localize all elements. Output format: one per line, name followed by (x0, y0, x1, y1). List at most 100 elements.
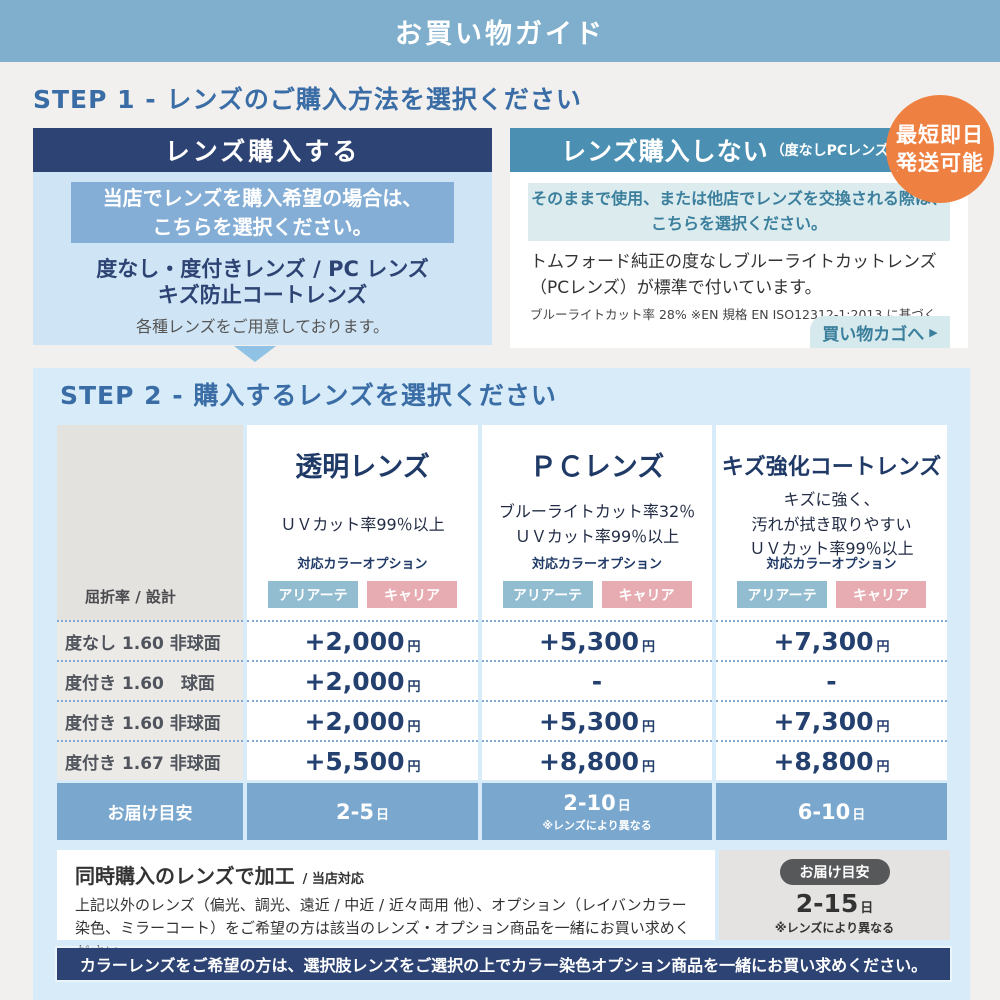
price-unit: 円 (407, 759, 421, 775)
row-label: 度付き 1.67 非球面 (57, 740, 243, 780)
delivery-cell: 2-5 日 (247, 783, 478, 840)
chevron-right-icon: ▶ (929, 325, 938, 339)
price-unit: 円 (642, 639, 656, 655)
color-lens-notice-bar: カラーレンズをご希望の方は、選択肢レンズをご選択の上でカラー染色オプション商品を… (57, 948, 950, 980)
buy-lens-types-line1: 度なし・度付きレンズ / PC レンズ (96, 257, 429, 281)
color-lens-notice: カラーレンズをご希望の方は、選択肢レンズをご選択の上でカラー染色オプション商品を… (79, 956, 928, 975)
arrow-down-icon (234, 346, 276, 362)
skip-lens-callout-line2: こちらを選択ください。 (650, 214, 827, 233)
price-unit: 円 (876, 719, 890, 735)
skip-lens-header-main: レンズ購入しない (561, 137, 769, 166)
skip-lens-option-body: そのままで使用、または他店でレンズを交換される際は、 こちらを選択ください。 ト… (510, 172, 968, 348)
price-cell: +2,000 円 (247, 660, 478, 700)
price-cell: +8,800 円 (716, 740, 947, 780)
price-value: +8,800 (538, 746, 639, 776)
column-subtitle: キズに強く、 (783, 489, 880, 509)
footer-delivery-box: お届け目安 2-15 日 ※レンズにより異なる (719, 850, 950, 940)
delivery-unit: 日 (617, 798, 631, 814)
price-unit: 円 (876, 639, 890, 655)
price-value: +5,500 (304, 746, 405, 776)
price-cell: +8,800 円 (482, 740, 712, 780)
buy-lens-types: 度なし・度付きレンズ / PC レンズ キズ防止コートレンズ (33, 256, 492, 309)
delivery-note: ※レンズにより異なる (542, 818, 652, 832)
price-cell: +7,300 円 (716, 700, 947, 740)
badge-line1: 最短即日 (896, 122, 984, 147)
simultaneous-purchase-info-box: 同時購入のレンズで加工 / 当店対応 上記以外のレンズ（偏光、調光、遠近 / 中… (57, 850, 715, 961)
price-cell: +5,500 円 (247, 740, 478, 780)
chip-ariaate: アリアーテ (268, 581, 358, 608)
price-value: +7,300 (773, 626, 874, 656)
chip-career: キャリア (367, 581, 457, 608)
column-subtitle: 汚れが拭き取りやすい (751, 514, 912, 534)
price-cell: - (716, 660, 947, 700)
row-label: 度付き 1.60 球面 (57, 660, 243, 700)
buy-lens-note: 各種レンズをご用意しております。 (135, 317, 390, 336)
column-title: キズ強化コートレンズ (721, 455, 942, 480)
delivery-label: お届け目安 (107, 804, 193, 824)
delivery-value: 2-10 (563, 790, 616, 815)
footer-delivery-note: ※レンズにより異なる (774, 921, 895, 935)
buy-lens-option-card: レンズ購入する 当店でレンズを購入希望の場合は、 こちらを選択ください。 度なし… (33, 128, 492, 345)
price-value: +5,300 (538, 706, 639, 736)
price-unit: 円 (407, 639, 421, 655)
refraction-design-label: 屈折率 / 設計 (57, 425, 243, 620)
delivery-pill: お届け目安 (779, 859, 890, 885)
price-value: +2,000 (304, 706, 405, 736)
color-option-label: 対応カラーオプション (531, 557, 662, 572)
delivery-unit: 日 (375, 807, 389, 823)
column-header-scratch-coat-lens: キズ強化コートレンズ キズに強く、 汚れが拭き取りやすい ＵＶカット率99％以上… (716, 425, 947, 620)
skip-lens-callout-line1: そのままで使用、または他店でレンズを交換される際は、 (531, 189, 947, 209)
badge-line2: 発送可能 (896, 151, 984, 175)
price-cell: - (482, 660, 712, 700)
column-header-clear-lens: 透明レンズ ＵＶカット率99％以上 対応カラーオプション アリアーテ キャリア (247, 425, 478, 620)
price-unit: 円 (407, 719, 421, 735)
footer-delivery-unit: 日 (860, 901, 874, 916)
price-value: +5,300 (538, 626, 639, 656)
price-value: +2,000 (304, 626, 405, 656)
price-unit: 円 (642, 719, 656, 735)
skip-lens-description: トムフォード純正の度なしブルーライトカットレンズ（PCレンズ）が標準で付いていま… (530, 252, 937, 298)
go-to-cart-label: 買い物カゴへ (822, 324, 925, 345)
delivery-cell: 6-10 日 (716, 783, 947, 840)
price-cell: +5,300 円 (482, 700, 712, 740)
price-cell: +5,300 円 (482, 620, 712, 660)
buy-lens-option-header[interactable]: レンズ購入する (33, 128, 492, 172)
column-title: 透明レンズ (295, 452, 430, 483)
delivery-value: 6-10 (797, 799, 851, 824)
column-subtitle: ＵＶカット率99％以上 (280, 514, 445, 534)
processing-title: 同時購入のレンズで加工 (75, 864, 295, 888)
delivery-cell: 2-10 日 ※レンズにより異なる (482, 783, 712, 840)
price-value: - (826, 666, 837, 696)
price-cell: +2,000 円 (247, 620, 478, 660)
step1-title: STEP 1 - レンズのご購入方法を選択ください (33, 85, 582, 114)
price-value: +2,000 (304, 666, 405, 696)
column-subtitle: ＵＶカット率99％以上 (514, 527, 680, 546)
chip-ariaate: アリアーテ (502, 581, 593, 608)
price-cell: +2,000 円 (247, 700, 478, 740)
delivery-unit: 日 (852, 807, 866, 823)
price-value: +8,800 (773, 746, 874, 776)
buy-lens-callout-line1: 当店でレンズを購入希望の場合は、 (102, 185, 423, 210)
skip-lens-callout: そのままで使用、または他店でレンズを交換される際は、 こちらを選択ください。 (528, 183, 950, 241)
chip-career: キャリア (836, 581, 926, 608)
footer-delivery-value: 2-15 (795, 889, 859, 918)
lens-price-table: 屈折率 / 設計 透明レンズ ＵＶカット率99％以上 対応カラーオプション アリ… (57, 425, 947, 840)
delivery-value: 2-5 (336, 799, 374, 824)
buy-lens-callout-line2: こちらを選択ください。 (152, 214, 373, 239)
delivery-row-label: お届け目安 (57, 783, 243, 840)
go-to-cart-button[interactable]: 買い物カゴへ ▶ (810, 316, 950, 348)
column-title: ＰＣレンズ (529, 452, 665, 483)
price-cell: +7,300 円 (716, 620, 947, 660)
chip-career: キャリア (601, 581, 692, 608)
column-subtitle: ＵＶカット率99％以上 (749, 539, 914, 559)
price-value: - (591, 666, 603, 696)
page-header: お買い物ガイド (0, 0, 1000, 62)
processing-subtitle: / 当店対応 (302, 872, 364, 887)
same-day-shipping-badge: 最短即日 発送可能 (886, 95, 994, 203)
step2-title: STEP 2 - 購入するレンズを選択ください (60, 381, 557, 410)
color-option-label: 対応カラーオプション (766, 557, 897, 572)
row-label: 度なし 1.60 非球面 (57, 620, 243, 660)
chip-ariaate: アリアーテ (737, 581, 827, 608)
price-unit: 円 (642, 759, 656, 775)
page-title: お買い物ガイド (395, 18, 605, 50)
